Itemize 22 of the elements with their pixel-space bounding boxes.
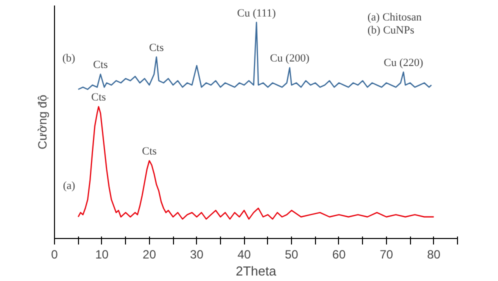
annotation: (b) CuNPs xyxy=(368,24,414,36)
annotation: Cu (111) xyxy=(237,7,276,20)
series-label: (a) xyxy=(62,180,76,192)
annotation: Cts xyxy=(142,146,157,158)
annotation: (a) Chitosan xyxy=(368,12,422,24)
annotation: Cts xyxy=(149,42,164,54)
x-tick-label: 60 xyxy=(332,248,346,262)
x-tick-label: 70 xyxy=(380,248,394,262)
text: (b) xyxy=(62,52,76,64)
annotation: Cts xyxy=(91,92,106,104)
x-tick-label: 80 xyxy=(427,248,441,262)
x-tick-label: 10 xyxy=(95,248,109,262)
x-axis-title: 2Theta xyxy=(236,264,278,278)
annotation: Cu (220) xyxy=(384,57,424,70)
y-axis-title: Cường độ xyxy=(36,94,50,150)
x-tick-label: 30 xyxy=(190,248,204,262)
x-tick-label: 50 xyxy=(284,248,299,262)
x-tick-label: 0 xyxy=(51,248,58,262)
x-tick-label: 20 xyxy=(142,248,156,262)
x-tick-label: 40 xyxy=(237,248,252,262)
annotation: Cts xyxy=(93,59,108,72)
annotation: Cu (200) xyxy=(270,52,310,65)
